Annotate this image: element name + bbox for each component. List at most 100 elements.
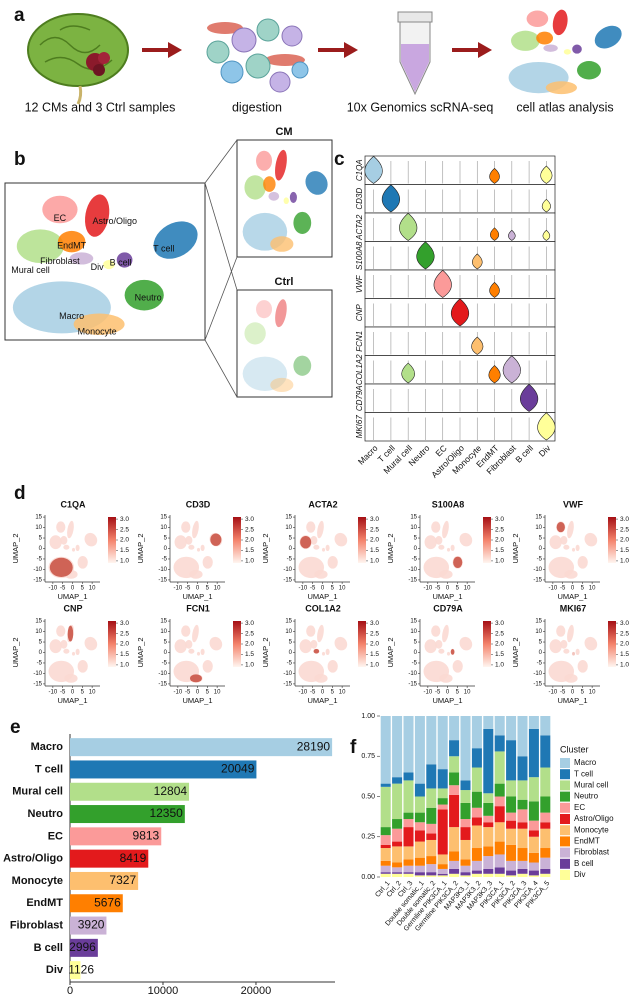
umap-cluster <box>452 660 463 673</box>
x-tick-label: -10 <box>299 690 308 696</box>
umap-cluster <box>103 259 115 270</box>
umap-cluster <box>185 535 193 545</box>
colorbar-label: 2.0 <box>370 641 379 648</box>
umap-cluster <box>244 322 266 345</box>
umap-cluster <box>77 660 88 673</box>
colorbar-label: 1.0 <box>245 558 254 565</box>
stacked-segment <box>506 740 517 781</box>
stacked-segment <box>380 865 391 873</box>
umap-cluster <box>577 660 588 673</box>
y-tick-label: -5 <box>537 557 543 563</box>
umap-cluster <box>196 651 201 656</box>
umap-cluster <box>543 44 558 52</box>
colorbar-label: 2.0 <box>370 537 379 544</box>
category-label: Mural cell <box>12 786 63 798</box>
colorbar-label: 1.5 <box>620 547 629 554</box>
gene-label: C1QA <box>355 159 364 181</box>
y-axis-title: UMAP_2 <box>386 533 395 563</box>
stacked-segment <box>380 860 391 866</box>
x-tick-label: 10 <box>339 586 346 592</box>
umap-cluster <box>283 197 289 205</box>
y-tick-label: 0 <box>39 546 43 552</box>
stacked-segment <box>426 788 437 808</box>
y-tick-label: -10 <box>33 671 42 677</box>
stacked-segment <box>380 716 391 784</box>
violin <box>540 165 553 184</box>
colorbar-label: 2.0 <box>495 641 504 648</box>
stacked-segment <box>426 839 437 857</box>
stacked-segment <box>528 875 539 877</box>
stacked-segment <box>437 873 448 876</box>
colorbar <box>108 621 116 667</box>
stacked-segment <box>483 873 494 877</box>
colorbar-label: 2.0 <box>620 641 629 648</box>
data-label: 20049 <box>221 762 255 776</box>
cluster-label: B cell <box>110 257 132 267</box>
legend-label: Mural cell <box>574 781 608 790</box>
y-tick-label: 10 <box>410 525 417 531</box>
x-tick-label: -5 <box>185 586 191 592</box>
stacked-segment <box>449 740 460 757</box>
y-tick-label: 10 <box>160 525 167 531</box>
colorbar-label: 3.0 <box>620 516 629 523</box>
legend-label: Fibroblast <box>574 848 610 857</box>
stacked-segment <box>506 780 517 797</box>
x-tick-label: 5 <box>456 690 460 696</box>
colorbar-label: 1.5 <box>120 651 129 658</box>
umap-cluster <box>63 544 70 550</box>
bar <box>70 894 123 913</box>
y-tick-label: -10 <box>158 671 167 677</box>
umap-cluster <box>438 544 445 550</box>
stacked-segment <box>540 812 551 823</box>
umap-cluster <box>310 535 318 545</box>
x-tick-label: 0 <box>446 586 450 592</box>
stacked-segment <box>414 875 425 877</box>
legend-label: EC <box>574 803 585 812</box>
umap-cluster <box>200 648 205 656</box>
y-tick-label: -5 <box>287 661 293 667</box>
y-tick-label: 0 <box>414 546 418 552</box>
x-tick-label: 5 <box>581 690 585 696</box>
y-tick-label: -15 <box>158 577 167 583</box>
y-tick-label: 15 <box>35 515 42 521</box>
umap-cluster <box>563 544 570 550</box>
umap-cluster <box>289 191 297 203</box>
colorbar-label: 2.0 <box>495 537 504 544</box>
stacked-segment <box>414 865 425 873</box>
x-tick-label: -10 <box>549 586 558 592</box>
category-label: B cell <box>34 942 63 954</box>
panel-label: c <box>334 149 345 170</box>
stacked-segment <box>460 780 471 791</box>
x-axis-title: UMAP_1 <box>432 696 462 705</box>
stacked-segment <box>528 728 539 778</box>
stacked-segment <box>449 873 460 877</box>
x-tick-label: 10 <box>214 690 221 696</box>
stacked-segment <box>403 865 414 873</box>
cluster-tick-label: Div <box>537 442 553 458</box>
stacked-segment <box>517 799 528 810</box>
category-label: Neutro <box>28 808 64 820</box>
umap-cluster <box>334 532 348 547</box>
umap-cluster <box>57 230 86 253</box>
stacked-segment <box>380 844 391 849</box>
stacked-segment <box>483 868 494 874</box>
bar <box>70 738 333 757</box>
umap-cluster <box>244 175 266 200</box>
umap-cluster <box>293 355 312 376</box>
y-tick-label: 0 <box>414 650 418 656</box>
gene-label: ACTA2 <box>355 214 364 241</box>
x-tick-label: 10 <box>339 690 346 696</box>
umap-cluster <box>511 30 540 51</box>
y-tick-label: 15 <box>160 619 167 625</box>
umap-cluster <box>270 377 294 392</box>
stacked-segment <box>471 825 482 849</box>
umap-cluster <box>446 547 451 552</box>
connector <box>204 139 238 398</box>
bar <box>70 782 190 801</box>
umap-cluster <box>314 673 328 683</box>
stacked-segment <box>517 780 528 800</box>
x-tick-label: -10 <box>424 690 433 696</box>
umap-cluster <box>56 625 66 637</box>
data-label: 9813 <box>133 829 160 843</box>
legend-swatch <box>560 769 570 780</box>
